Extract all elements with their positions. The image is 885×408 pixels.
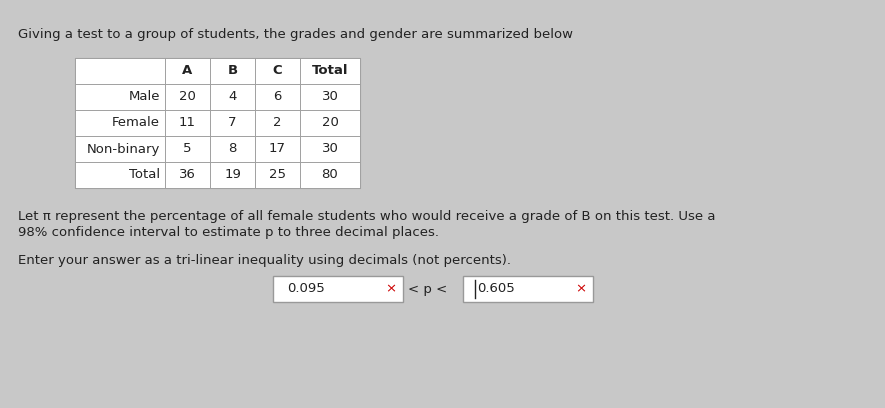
Bar	[210, 58, 255, 84]
Text: 20: 20	[321, 117, 338, 129]
Bar	[75, 84, 165, 110]
Text: 8: 8	[228, 142, 236, 155]
Bar	[463, 276, 592, 302]
Bar	[75, 110, 165, 136]
Text: 19: 19	[224, 169, 241, 182]
Bar	[165, 110, 210, 136]
Text: A: A	[182, 64, 193, 78]
Bar	[300, 110, 360, 136]
Text: < p <: < p <	[407, 282, 447, 295]
Bar	[300, 136, 360, 162]
Text: 4: 4	[228, 91, 236, 104]
Text: 30: 30	[321, 142, 338, 155]
Text: ×: ×	[385, 282, 396, 295]
Bar	[255, 58, 300, 84]
Bar	[165, 136, 210, 162]
Bar	[210, 84, 255, 110]
Text: 30: 30	[321, 91, 338, 104]
Bar	[75, 162, 165, 188]
Text: 98% confidence interval to estimate p to three decimal places.: 98% confidence interval to estimate p to…	[18, 226, 439, 239]
Bar	[75, 58, 165, 84]
Bar	[300, 84, 360, 110]
Bar	[273, 276, 403, 302]
Text: Non-binary: Non-binary	[87, 142, 160, 155]
Text: B: B	[227, 64, 237, 78]
Text: Total: Total	[312, 64, 349, 78]
Bar	[300, 58, 360, 84]
Bar	[210, 110, 255, 136]
Text: 7: 7	[228, 117, 237, 129]
Bar	[255, 162, 300, 188]
Bar	[75, 58, 360, 188]
Text: ×: ×	[575, 282, 586, 295]
Text: 20: 20	[179, 91, 196, 104]
Text: Let π represent the percentage of all female students who would receive a grade : Let π represent the percentage of all fe…	[18, 210, 715, 223]
Text: 5: 5	[183, 142, 192, 155]
Text: 17: 17	[269, 142, 286, 155]
Text: Male: Male	[128, 91, 160, 104]
Bar	[255, 84, 300, 110]
Text: 80: 80	[321, 169, 338, 182]
Bar	[210, 162, 255, 188]
Text: 0.605: 0.605	[478, 282, 515, 295]
Bar	[165, 84, 210, 110]
Bar	[75, 136, 165, 162]
Bar	[165, 58, 210, 84]
Text: 25: 25	[269, 169, 286, 182]
Text: Female: Female	[112, 117, 160, 129]
Text: 6: 6	[273, 91, 281, 104]
Bar	[255, 136, 300, 162]
Text: 2: 2	[273, 117, 281, 129]
Text: Giving a test to a group of students, the grades and gender are summarized below: Giving a test to a group of students, th…	[18, 28, 573, 41]
Bar	[210, 136, 255, 162]
Bar	[300, 162, 360, 188]
Bar	[255, 110, 300, 136]
Text: Total: Total	[129, 169, 160, 182]
Text: 36: 36	[179, 169, 196, 182]
Text: 11: 11	[179, 117, 196, 129]
Text: C: C	[273, 64, 282, 78]
Text: Enter your answer as a tri-linear inequality using decimals (not percents).: Enter your answer as a tri-linear inequa…	[18, 254, 511, 267]
Bar	[165, 162, 210, 188]
Text: 0.095: 0.095	[288, 282, 326, 295]
